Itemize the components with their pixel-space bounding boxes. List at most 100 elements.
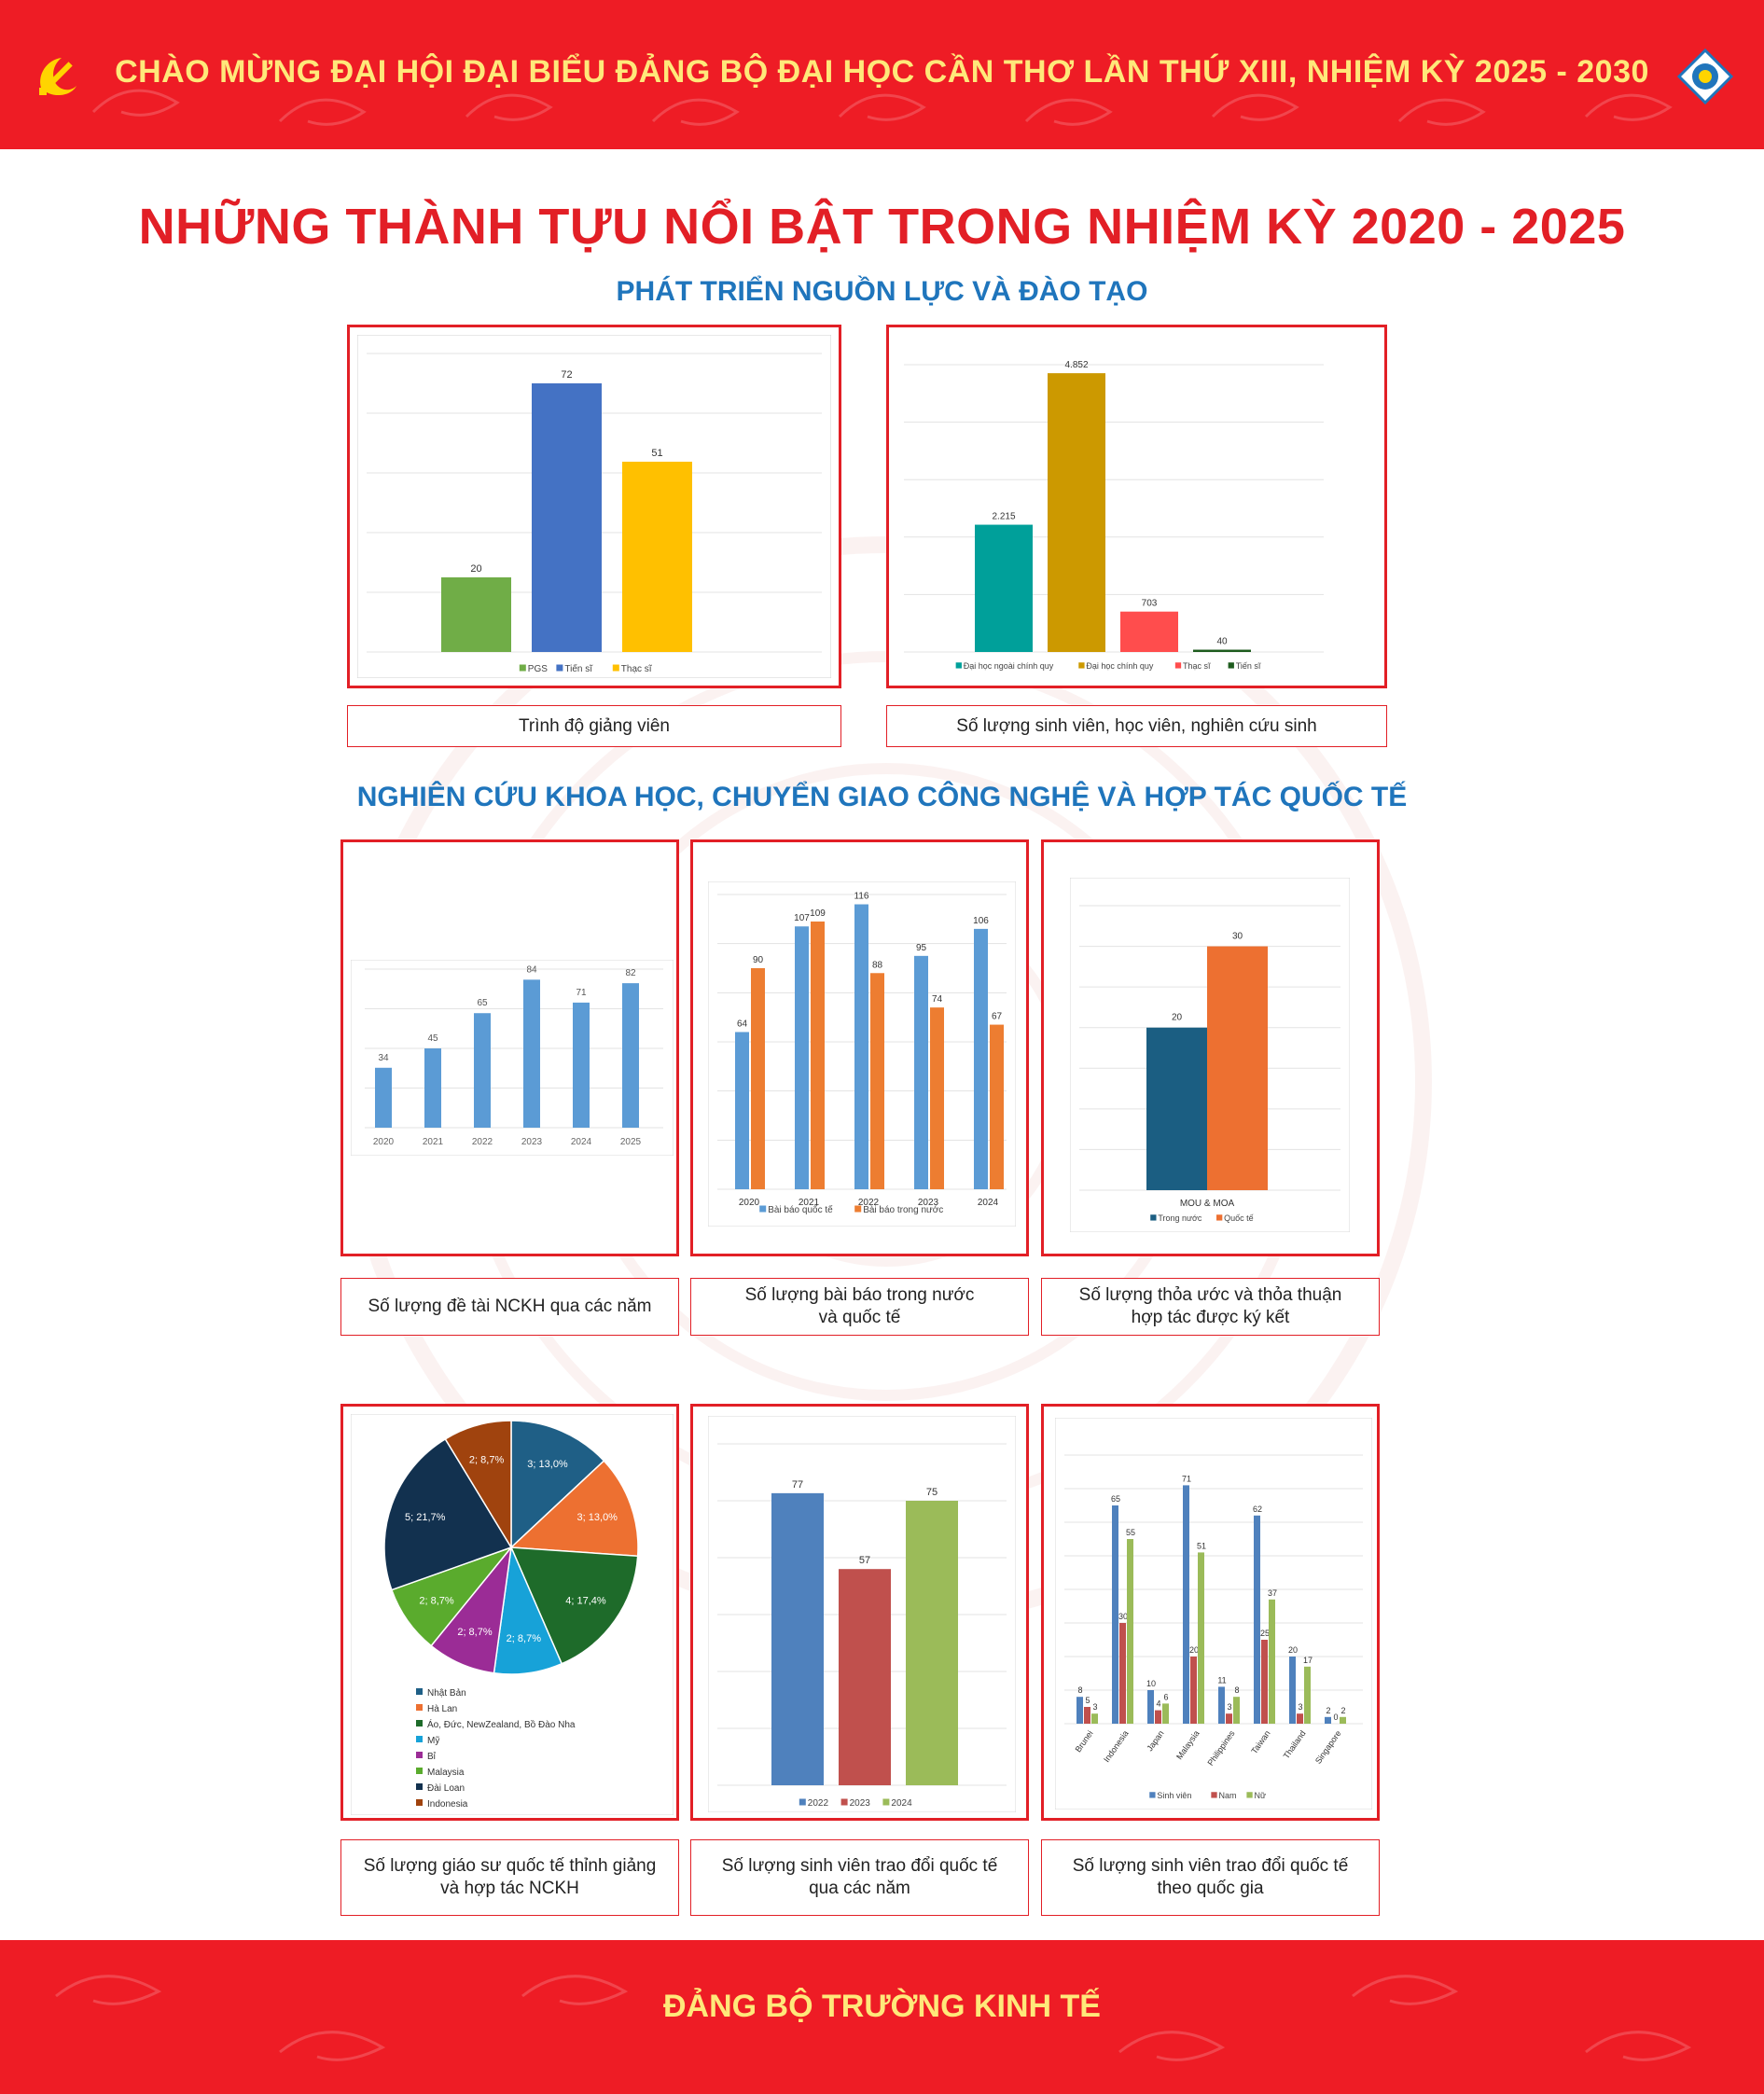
chart-border	[351, 960, 674, 1156]
data-label: 6	[1163, 1692, 1168, 1701]
lecturers-legend-label: Tiến sĩ	[564, 663, 593, 674]
bar-Bài báo quốc tế-2024	[974, 928, 988, 1189]
chart-frame-students: 2.215 4.852 703 40 Đại học ngoài chính quy Đạ…	[886, 325, 1387, 688]
chart-frame-research: 34 2020 45 2021 65 2022 84 2023 71 2024 82 2025	[340, 839, 679, 1256]
data-label: 65	[477, 998, 488, 1008]
students-legend-label: Đại học chính quy	[1086, 661, 1154, 671]
exchange-country-legend-label: Nam	[1218, 1791, 1236, 1800]
data-label: 71	[1182, 1474, 1191, 1483]
data-label: 17	[1303, 1656, 1313, 1665]
bar-2020	[375, 1067, 392, 1128]
pie-slice-Nhật Bản	[510, 1420, 605, 1549]
agreements-legend-label: Trong nước	[1158, 1213, 1202, 1223]
agreements-legend-label: Quốc tế	[1224, 1213, 1254, 1223]
students-legend-swatch	[1174, 662, 1182, 669]
bar-PGS	[441, 577, 511, 652]
students-legend-label: Thạc sĩ	[1183, 661, 1211, 671]
data-label: 57	[859, 1555, 870, 1566]
lecturers-legend-swatch	[556, 664, 563, 672]
bar-Nữ-Taiwan	[1269, 1599, 1275, 1724]
data-label: 109	[810, 908, 826, 919]
data-label: 703	[1142, 599, 1158, 609]
data-label: 37	[1268, 1588, 1277, 1598]
lecturers-chart: 20 72 51 PGS Tiến sĩ Thạc sĩ	[357, 335, 831, 678]
caption-articles-line2: và quốc tế	[818, 1308, 901, 1327]
agreements-legend-swatch	[1216, 1214, 1223, 1221]
data-label: 5	[1085, 1696, 1090, 1705]
data-label: 95	[916, 943, 927, 953]
bar-Quốc tế	[1207, 946, 1268, 1190]
data-label: 2	[1326, 1706, 1330, 1715]
bar-Tiến sĩ	[532, 383, 602, 652]
caption-exchange-year-line2: qua các năm	[809, 1879, 910, 1898]
bar-Bài báo quốc tế-2023	[914, 955, 928, 1189]
data-label: 30	[1118, 1612, 1128, 1621]
lecturers-legend-label: Thạc sĩ	[621, 664, 653, 674]
exchange-country-legend-swatch	[1211, 1792, 1217, 1798]
bar-2021	[424, 1048, 441, 1128]
data-label: 51	[1197, 1541, 1206, 1550]
bar-Bài báo quốc tế-2022	[854, 904, 868, 1189]
articles-legend-label: Bài báo trong nước	[863, 1205, 943, 1215]
pie-legend-label: Đài Loan	[427, 1783, 465, 1794]
caption-professors-line1: Số lượng giáo sư quốc tế thỉnh giảng	[363, 1856, 657, 1877]
pie-data-label: 4; 17,4%	[565, 1595, 606, 1606]
bar-Sinh viên-Singapore	[1325, 1716, 1331, 1724]
caption-professors-line2: và hợp tác NCKH	[440, 1879, 579, 1898]
bar-Nam-Thailand	[1297, 1713, 1303, 1724]
bar-Đại học chính quy	[1048, 373, 1105, 652]
lecturers-legend-swatch	[519, 664, 526, 672]
data-label: 51	[651, 448, 662, 459]
tick-label: 2023	[521, 1137, 543, 1147]
pie-legend-label: Bỉ	[427, 1751, 437, 1762]
data-label: 65	[1111, 1494, 1120, 1504]
tick-label: 2024	[978, 1198, 999, 1208]
articles-chart: 64 90 2020 107 109 2021 116 88 2022 95 74 2023 106 67…	[708, 881, 1016, 1227]
bar-Nam-Malaysia	[1190, 1657, 1197, 1724]
bar-Sinh viên-Malaysia	[1183, 1485, 1189, 1724]
agreements-legend-swatch	[1150, 1214, 1157, 1221]
students-legend-swatch	[1078, 662, 1085, 669]
data-label: 88	[872, 960, 883, 970]
pie-legend-swatch	[416, 1688, 423, 1695]
pie-legend-swatch	[416, 1768, 423, 1774]
data-label: 62	[1253, 1505, 1262, 1514]
pie-data-label: 3; 13,0%	[577, 1512, 618, 1523]
caption-exchange-year-line1: Số lượng sinh viên trao đổi quốc tế	[721, 1856, 998, 1877]
articles-legend-swatch	[854, 1205, 862, 1213]
tick-label: 2022	[472, 1137, 493, 1147]
bar-Sinh viên-Indonesia	[1112, 1505, 1118, 1724]
pie-slice-Đài Loan	[383, 1437, 513, 1591]
chart-frame-exchange-year: 77 57 75 2022 2023 2024	[690, 1404, 1029, 1821]
bird-pattern-bottom	[55, 1975, 1692, 2061]
data-label: 10	[1146, 1679, 1156, 1688]
exchange-country-legend-label: Sinh viên	[1157, 1791, 1191, 1800]
caption-agreements-line2: hợp tác được ký kết	[1131, 1308, 1290, 1327]
hammer-sickle-icon	[39, 58, 76, 96]
bar-Sinh viên-Taiwan	[1254, 1515, 1260, 1724]
bird-pattern	[91, 89, 1673, 126]
caption-agreements-line1: Số lượng thỏa ước và thỏa thuận	[1078, 1285, 1342, 1306]
data-label: 3	[1227, 1702, 1231, 1712]
chart-frame-exchange-country: 8 5 3 Brunei 65 30 55 Indonesia 10 4 6 Japan 71 20 51 M…	[1041, 1404, 1380, 1821]
tick-label: MOU & MOA	[1180, 1199, 1235, 1209]
bar-Bài báo quốc tế-2020	[735, 1032, 749, 1189]
data-label: 116	[854, 892, 869, 902]
university-logo-icon	[1676, 48, 1734, 105]
bar-Bài báo trong nước-2022	[870, 973, 884, 1189]
header-title: CHÀO MỪNG ĐẠI HỘI ĐẠI BIỂU ĐẢNG BỘ ĐẠI H…	[115, 54, 1649, 90]
data-label: 71	[576, 988, 587, 998]
chart-frame-professors: 3; 13,0% 3; 13,0% 4; 17,4% 2; 8,7% 2; 8,7% 2;…	[340, 1404, 679, 1821]
bar-Nữ-Japan	[1162, 1703, 1169, 1724]
data-label: 74	[932, 994, 943, 1005]
data-label: 3	[1298, 1702, 1302, 1712]
exchange-year-legend-label: 2022	[808, 1798, 829, 1809]
footer-text: ĐẢNG BỘ TRƯỜNG KINH TẾ	[663, 1989, 1101, 2024]
students-legend-label: Tiến sĩ	[1236, 661, 1261, 671]
agreements-chart: 20 30 MOU & MOA Trong nước Quốc tế	[1070, 878, 1350, 1232]
bar-2023	[523, 979, 540, 1128]
bar-2025	[622, 983, 639, 1128]
bar-Nữ-Malaysia	[1198, 1552, 1204, 1724]
data-label: 72	[561, 369, 572, 381]
caption-articles: Số lượng bài báo trong nước và quốc tế	[690, 1278, 1029, 1336]
